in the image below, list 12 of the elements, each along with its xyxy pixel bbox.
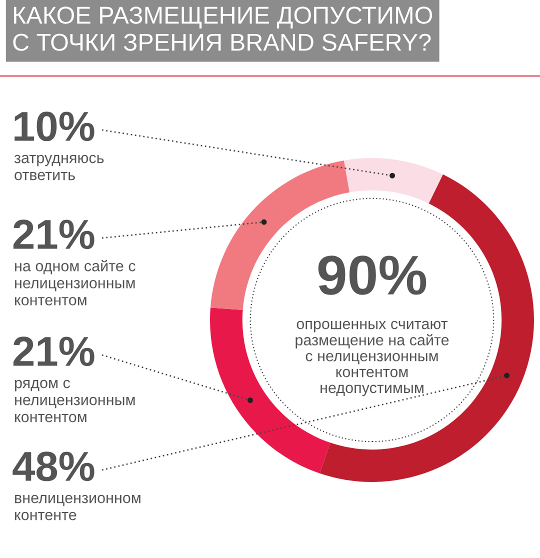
slice-label: внелицензионном контенте: [15, 494, 140, 520]
text: опрошенных считают размещение на сайте с нелицензионным контентом недопустимым: [296, 320, 449, 396]
data-label: 10%: [14, 112, 94, 142]
data-label: 21%: [13, 336, 94, 366]
data-label: 48%: [12, 452, 94, 482]
slice-label: затрудняюсь ответить: [14, 154, 104, 180]
donut-slice: [344, 158, 444, 204]
slice-label: на одном сайте с нелицензионным контентом: [15, 260, 136, 306]
data-label: 21%: [13, 220, 94, 250]
chart-title: КАКОЕ РАЗМЕЩЕНИЕ ДОПУСТИМО С ТОЧКИ ЗРЕНИЯ BRAND SAFERY?: [13, 6, 432, 51]
text: 90%: [318, 256, 426, 295]
slice-label: рядом с нелицензионным контентом: [14, 380, 135, 422]
